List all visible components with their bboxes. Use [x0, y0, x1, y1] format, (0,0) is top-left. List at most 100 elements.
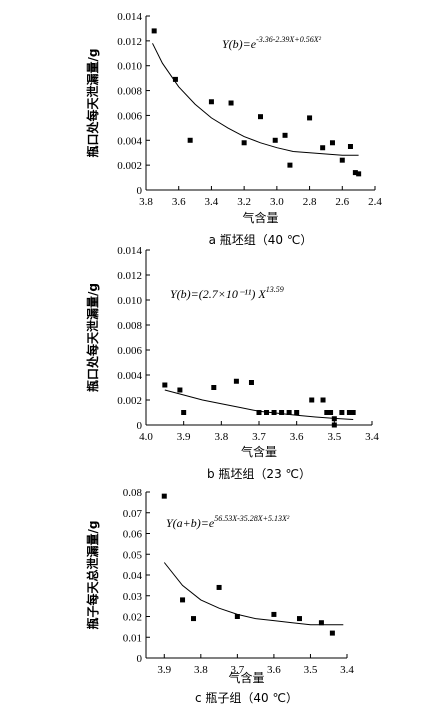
y-tick-label: 0: [137, 420, 143, 432]
equation-exponent: 56.53X-35.28X+5.13X²: [214, 514, 290, 523]
x-tick-label: 3.9: [177, 431, 191, 443]
trend-line: [164, 389, 354, 420]
data-point: [271, 410, 277, 415]
equation-label: Y(a+b)=e56.53X-35.28X+5.13X²: [166, 514, 290, 530]
data-point: [331, 422, 337, 428]
data-point: [248, 380, 254, 385]
data-point: [180, 597, 186, 603]
data-point: [151, 28, 157, 34]
y-tick-label: 0.08: [123, 487, 143, 499]
data-point: [320, 145, 326, 151]
x-tick-label: 3.5: [304, 664, 318, 676]
y-tick-label: 0.006: [117, 345, 142, 357]
data-point: [346, 410, 352, 415]
chart-panel-2: 0 0.01 0.02 0.03 0.04 0.05 0.06 0.07 0.08 3.9 3.8 3…: [85, 487, 354, 705]
data-point: [191, 616, 197, 622]
y-tick-label: 0.010: [117, 295, 142, 307]
equation-label: Y(b)=(2.7×10⁻¹¹) X13.59: [170, 285, 284, 301]
x-tick-label: 2.6: [335, 196, 349, 208]
data-point: [329, 140, 335, 146]
x-tick-label: 3.6: [172, 196, 186, 208]
y-tick-label: 0.03: [123, 591, 143, 603]
y-tick-label: 0.012: [117, 36, 142, 48]
data-point: [234, 614, 240, 619]
data-point: [228, 100, 234, 106]
y-tick-label: 0.07: [123, 508, 143, 520]
x-tick-label: 3.8: [194, 664, 208, 676]
y-tick-label: 0.002: [117, 160, 142, 172]
y-tick-label: 0.04: [123, 570, 143, 582]
data-point: [329, 630, 335, 636]
trend-line: [152, 43, 359, 156]
y-tick-label: 0: [137, 653, 143, 665]
data-point: [162, 382, 168, 388]
y-tick-label: 0.006: [117, 110, 142, 122]
x-axis-title: 气含量: [241, 444, 277, 459]
y-tick-label: 0.06: [123, 529, 143, 541]
data-point: [258, 114, 263, 120]
y-tick-label: 0.014: [117, 11, 142, 23]
data-point: [279, 410, 285, 415]
data-point: [256, 410, 262, 415]
x-tick-label: 3.8: [139, 196, 153, 208]
x-tick-label: 3.0: [270, 196, 284, 208]
y-tick-label: 0.008: [117, 320, 142, 332]
data-point: [272, 137, 278, 143]
data-point: [211, 385, 217, 390]
y-axis-title: 瓶口处每天泄漏量/g: [85, 283, 100, 392]
equation-main: Y(b)=(2.7×10⁻¹¹) X: [170, 287, 266, 301]
equation-main: Y(a+b)=e: [166, 516, 215, 530]
y-tick-label: 0.002: [117, 395, 142, 407]
x-tick-label: 3.9: [157, 664, 171, 676]
x-tick-label: 3.8: [214, 431, 228, 443]
y-axis-title: 瓶子每天总泄漏量/g: [85, 521, 100, 630]
y-tick-label: 0.008: [117, 86, 142, 98]
trend-line: [163, 562, 344, 626]
data-point: [287, 162, 293, 168]
equation-exponent: 13.59: [266, 285, 284, 294]
data-point: [331, 416, 337, 422]
chart-caption: c 瓶子组（40 ℃）: [195, 691, 298, 705]
x-tick-label: 2.4: [368, 196, 382, 208]
x-tick-label: 3.6: [290, 431, 304, 443]
data-point: [356, 171, 362, 177]
equation-main: Y(b)=e: [222, 37, 257, 51]
x-tick-label: 3.2: [237, 196, 251, 208]
chart-panel-0: 0 0.002 0.004 0.006 0.008 0.010 0.012 0.014 3.8 3…: [85, 11, 382, 247]
x-tick-label: 3.5: [327, 431, 341, 443]
data-point: [177, 387, 183, 393]
data-point: [296, 616, 302, 622]
data-point: [339, 410, 345, 415]
x-axis-title: 气含量: [228, 670, 264, 685]
data-point: [324, 410, 330, 415]
data-point: [241, 140, 247, 146]
data-point: [286, 410, 292, 415]
y-tick-label: 0.010: [117, 61, 142, 73]
data-point: [282, 132, 288, 138]
data-point: [208, 99, 214, 105]
data-point: [161, 493, 167, 499]
y-tick-label: 0.02: [123, 612, 142, 624]
x-tick-label: 4.0: [139, 431, 153, 443]
data-point: [352, 170, 358, 176]
data-point: [233, 378, 239, 384]
y-axis-title: 瓶口处每天泄漏量/g: [85, 49, 100, 158]
data-point: [271, 611, 277, 617]
chart-caption: a 瓶坯组（40 ℃）: [209, 233, 313, 247]
data-point: [181, 410, 187, 415]
data-point: [187, 137, 193, 143]
y-tick-label: 0: [137, 185, 143, 197]
y-tick-label: 0.004: [117, 370, 142, 382]
x-tick-label: 3.6: [267, 664, 281, 676]
data-point: [339, 157, 345, 163]
equation-exponent: -3.36-2.39X+0.56X²: [256, 35, 322, 44]
data-point: [350, 410, 356, 415]
x-tick-label: 3.7: [230, 664, 244, 676]
x-tick-label: 3.4: [365, 431, 379, 443]
equation-label: Y(b)=e-3.36-2.39X+0.56X²: [222, 35, 322, 51]
data-point: [320, 397, 326, 403]
x-tick-label: 3.7: [252, 431, 266, 443]
x-tick-label: 3.4: [205, 196, 219, 208]
